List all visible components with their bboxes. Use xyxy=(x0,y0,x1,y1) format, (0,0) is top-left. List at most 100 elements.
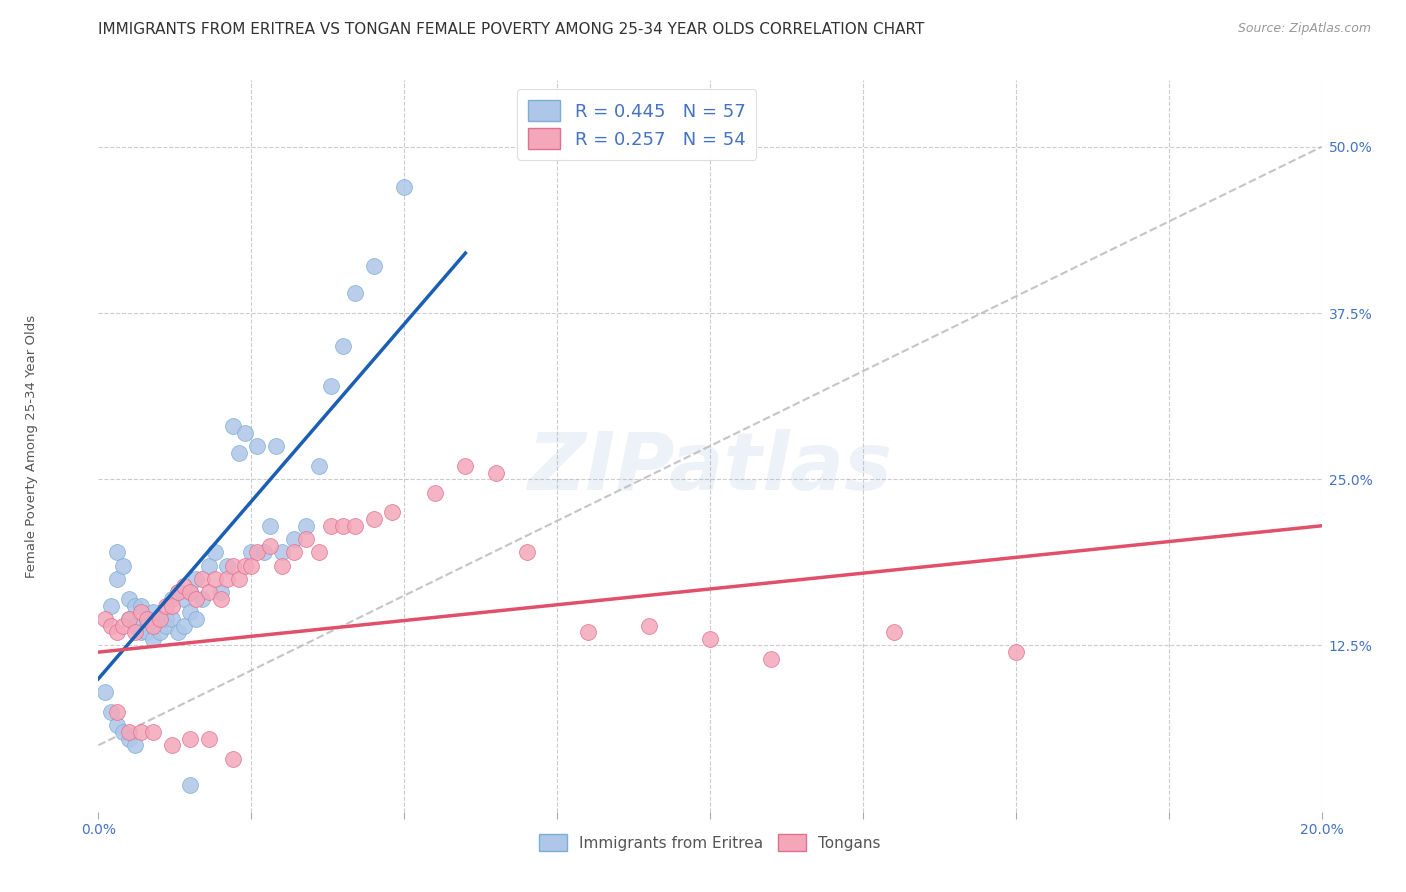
Point xyxy=(186,591,208,606)
Point xyxy=(118,612,141,626)
Point xyxy=(142,618,165,632)
Point xyxy=(215,558,238,573)
Point xyxy=(699,632,721,646)
Point xyxy=(233,558,256,573)
Point xyxy=(259,518,281,533)
Point xyxy=(142,605,165,619)
Point xyxy=(179,778,201,792)
Point xyxy=(105,572,128,586)
Point xyxy=(93,685,115,699)
Point xyxy=(204,545,226,559)
Point xyxy=(105,545,128,559)
Point xyxy=(149,625,172,640)
Point xyxy=(344,518,367,533)
Point xyxy=(100,599,122,613)
Point xyxy=(136,612,159,626)
Text: IMMIGRANTS FROM ERITREA VS TONGAN FEMALE POVERTY AMONG 25-34 YEAR OLDS CORRELATI: IMMIGRANTS FROM ERITREA VS TONGAN FEMALE… xyxy=(98,22,925,37)
Point xyxy=(124,738,146,752)
Point xyxy=(381,506,404,520)
Point xyxy=(363,260,385,274)
Point xyxy=(637,618,661,632)
Point xyxy=(332,339,354,353)
Point xyxy=(233,425,256,440)
Point xyxy=(124,599,146,613)
Point xyxy=(576,625,599,640)
Point xyxy=(186,572,208,586)
Point xyxy=(191,572,214,586)
Point xyxy=(100,618,122,632)
Point xyxy=(240,558,263,573)
Point xyxy=(129,625,152,640)
Point xyxy=(197,558,219,573)
Point xyxy=(155,599,177,613)
Point xyxy=(118,591,141,606)
Point xyxy=(259,539,281,553)
Point xyxy=(252,545,274,559)
Point xyxy=(332,518,354,533)
Point xyxy=(118,725,141,739)
Point xyxy=(240,545,263,559)
Point xyxy=(485,466,508,480)
Point xyxy=(160,591,183,606)
Text: Source: ZipAtlas.com: Source: ZipAtlas.com xyxy=(1237,22,1371,36)
Point xyxy=(222,419,245,434)
Point xyxy=(319,518,342,533)
Point xyxy=(136,612,159,626)
Point xyxy=(215,572,238,586)
Point xyxy=(228,572,250,586)
Point xyxy=(105,625,128,640)
Point xyxy=(270,558,292,573)
Point xyxy=(173,579,195,593)
Point xyxy=(186,612,208,626)
Point xyxy=(167,585,190,599)
Point xyxy=(142,632,165,646)
Point xyxy=(222,558,245,573)
Point xyxy=(124,625,146,640)
Point xyxy=(423,485,446,500)
Point xyxy=(111,558,134,573)
Point xyxy=(344,286,367,301)
Point xyxy=(883,625,905,640)
Point xyxy=(283,545,305,559)
Point xyxy=(173,618,195,632)
Point xyxy=(105,718,128,732)
Point xyxy=(173,591,195,606)
Point xyxy=(129,725,152,739)
Point xyxy=(1004,645,1026,659)
Point xyxy=(179,585,201,599)
Point xyxy=(149,612,172,626)
Point xyxy=(454,458,477,473)
Point xyxy=(246,439,269,453)
Point xyxy=(197,731,219,746)
Point xyxy=(197,585,219,599)
Point xyxy=(264,439,287,453)
Point xyxy=(209,585,232,599)
Point xyxy=(160,599,183,613)
Point xyxy=(142,725,165,739)
Point xyxy=(167,585,190,599)
Point xyxy=(308,545,330,559)
Point xyxy=(516,545,538,559)
Point xyxy=(136,625,159,640)
Point xyxy=(295,532,318,546)
Point xyxy=(246,545,269,559)
Point xyxy=(100,705,122,719)
Point xyxy=(179,605,201,619)
Point xyxy=(228,445,250,459)
Point xyxy=(160,738,183,752)
Point xyxy=(111,618,134,632)
Point xyxy=(129,605,152,619)
Point xyxy=(319,379,342,393)
Text: ZIPatlas: ZIPatlas xyxy=(527,429,893,507)
Point xyxy=(129,599,152,613)
Point xyxy=(93,612,115,626)
Point xyxy=(160,612,183,626)
Point xyxy=(209,591,232,606)
Point xyxy=(295,518,318,533)
Text: Female Poverty Among 25-34 Year Olds: Female Poverty Among 25-34 Year Olds xyxy=(25,315,38,577)
Point xyxy=(392,179,416,194)
Point xyxy=(270,545,292,559)
Legend: Immigrants from Eritrea, Tongans: Immigrants from Eritrea, Tongans xyxy=(531,826,889,859)
Point xyxy=(308,458,330,473)
Point xyxy=(363,512,385,526)
